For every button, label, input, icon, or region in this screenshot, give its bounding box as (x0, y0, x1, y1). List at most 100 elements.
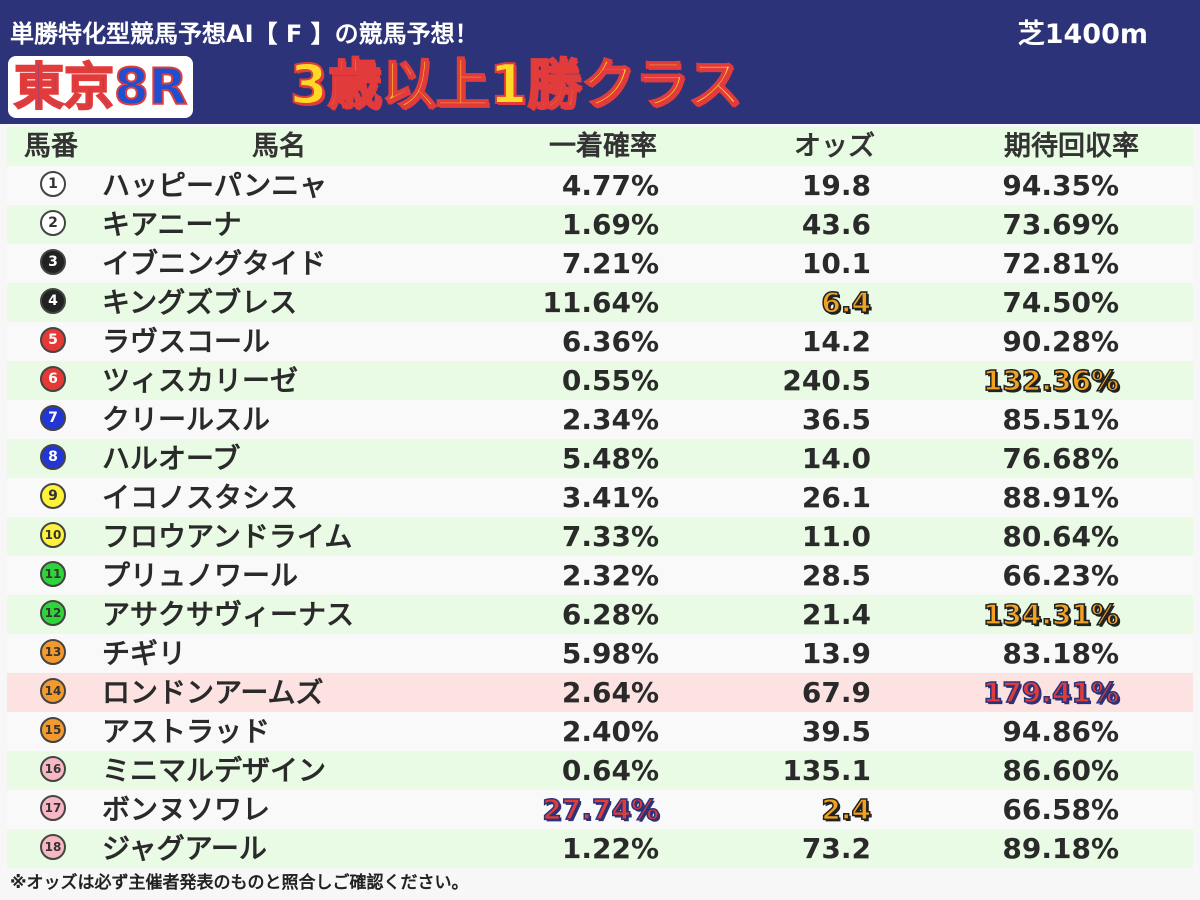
horse-number-badge: 11 (40, 561, 66, 587)
header-horse-name: 馬名 (252, 131, 306, 162)
expected-return: 76.68% (1002, 442, 1119, 475)
win-probability: 5.98% (561, 637, 659, 670)
horse-name: ハルオーブ (102, 442, 241, 475)
win-probability: 11.64% (542, 286, 659, 319)
horse-name: フロウアンドライム (102, 520, 353, 553)
horse-name: アサクサヴィーナス (102, 598, 355, 631)
table-row: 7 クリールスル 2.34% 36.5 85.51% (7, 400, 1193, 439)
odds-value: 10.1 (801, 247, 871, 280)
table-row: 14 ロンドンアームズ 2.64% 67.9 179.41% (7, 673, 1193, 712)
win-probability: 5.48% (561, 442, 659, 475)
expected-return: 132.36% (982, 363, 1120, 398)
table-row: 6 ツィスカリーゼ 0.55% 240.5 132.36% (7, 361, 1193, 400)
table-row: 3 イブニングタイド 7.21% 10.1 72.81% (7, 244, 1193, 283)
win-probability: 6.36% (561, 325, 659, 358)
table-row: 2 キアニーナ 1.69% 43.6 73.69% (7, 205, 1193, 244)
horse-name: チギリ (102, 637, 187, 670)
expected-return: 90.28% (1002, 325, 1119, 358)
win-probability: 2.32% (561, 559, 659, 592)
expected-return: 179.41% (982, 675, 1120, 710)
horse-number-badge: 13 (40, 639, 66, 665)
win-probability: 0.55% (561, 364, 659, 397)
horse-name: アストラッド (102, 715, 271, 748)
course-label: 芝1400m (1017, 19, 1148, 50)
odds-value: 43.6 (801, 208, 871, 241)
win-probability: 1.22% (561, 832, 659, 865)
expected-return: 94.35% (1002, 169, 1119, 202)
odds-value: 39.5 (801, 715, 871, 748)
horse-number-badge: 9 (40, 483, 66, 509)
expected-return: 86.60% (1002, 754, 1119, 787)
horse-number-badge: 18 (40, 834, 66, 860)
table-row: 9 イコノスタシス 3.41% 26.1 88.91% (7, 478, 1193, 517)
horse-number-badge: 10 (40, 522, 66, 548)
win-probability: 2.34% (561, 403, 659, 436)
odds-value: 135.1 (782, 754, 871, 787)
odds-value: 6.4 (821, 285, 872, 320)
win-probability: 2.64% (561, 676, 659, 709)
expected-return: 94.86% (1002, 715, 1119, 748)
expected-return: 83.18% (1002, 637, 1119, 670)
odds-value: 28.5 (801, 559, 871, 592)
table-body: 1 ハッピーパンニャ 4.77% 19.8 94.35% 2 キアニーナ 1.69% 43.6 7… (0, 166, 1200, 868)
expected-return: 134.31% (982, 597, 1120, 632)
horse-name: ミニマルデザイン (102, 754, 327, 787)
odds-value: 2.4 (821, 792, 872, 827)
odds-value: 73.2 (801, 832, 871, 865)
odds-value: 240.5 (782, 364, 871, 397)
win-probability: 2.40% (561, 715, 659, 748)
header-horse-number: 馬番 (24, 131, 78, 162)
horse-name: ジャグアール (102, 832, 267, 865)
table-row: 10 フロウアンドライム 7.33% 11.0 80.64% (7, 517, 1193, 556)
table-row: 15 アストラッド 2.40% 39.5 94.86% (7, 712, 1193, 751)
table-row: 17 ボンヌソワレ 27.74% 2.4 66.58% (7, 790, 1193, 829)
expected-return: 85.51% (1002, 403, 1119, 436)
expected-return: 66.58% (1002, 793, 1119, 826)
horse-name: ロンドンアームズ (102, 676, 324, 709)
win-probability: 7.21% (561, 247, 659, 280)
table-row: 11 プリュノワール 2.32% 28.5 66.23% (7, 556, 1193, 595)
win-probability: 3.41% (561, 481, 659, 514)
horse-name: ボンヌソワレ (102, 793, 271, 826)
expected-return: 72.81% (1002, 247, 1119, 280)
table-row: 18 ジャグアール 1.22% 73.2 89.18% (7, 829, 1193, 868)
horse-number-badge: 1 (40, 171, 66, 197)
horse-number-badge: 3 (40, 249, 66, 275)
horse-number-badge: 5 (40, 327, 66, 353)
table-row: 16 ミニマルデザイン 0.64% 135.1 86.60% (7, 751, 1193, 790)
win-probability: 7.33% (561, 520, 659, 553)
horse-name: ハッピーパンニャ (102, 169, 328, 202)
table-row: 1 ハッピーパンニャ 4.77% 19.8 94.35% (7, 166, 1193, 205)
table-row: 12 アサクサヴィーナス 6.28% 21.4 134.31% (7, 595, 1193, 634)
expected-return: 89.18% (1002, 832, 1119, 865)
expected-return: 74.50% (1002, 286, 1119, 319)
horse-number-badge: 6 (40, 366, 66, 392)
page-title: 単勝特化型競馬予想AI【 F 】の競馬予想！ (10, 20, 479, 48)
horse-name: ツィスカリーゼ (102, 364, 299, 397)
header-bar: 単勝特化型競馬予想AI【 F 】の競馬予想！ 芝1400m 東京8R 3歳以上1… (0, 0, 1200, 124)
header-expected-return: 期待回収率 (1004, 131, 1139, 162)
odds-value: 26.1 (801, 481, 871, 514)
win-probability: 6.28% (561, 598, 659, 631)
table-header-row: 馬番 馬名 一着確率 オッズ 期待回収率 (7, 127, 1193, 166)
win-probability: 1.69% (561, 208, 659, 241)
horse-number-badge: 12 (40, 600, 66, 626)
horse-name: イコノスタシス (102, 481, 299, 514)
race-label: 東京8R (8, 56, 194, 118)
horse-number-badge: 4 (40, 288, 66, 314)
table-row: 4 キングズブレス 11.64% 6.4 74.50% (7, 283, 1193, 322)
table-row: 5 ラヴスコール 6.36% 14.2 90.28% (7, 322, 1193, 361)
prediction-table: 馬番 馬名 一着確率 オッズ 期待回収率 1 ハッピーパンニャ 4.77% 19.8 9… (0, 127, 1200, 868)
expected-return: 73.69% (1002, 208, 1119, 241)
odds-value: 13.9 (801, 637, 871, 670)
odds-value: 36.5 (801, 403, 871, 436)
odds-value: 21.4 (801, 598, 871, 631)
horse-name: ラヴスコール (102, 325, 271, 358)
horse-name: キアニーナ (102, 208, 242, 241)
odds-value: 14.2 (801, 325, 871, 358)
horse-name: クリールスル (102, 403, 271, 436)
horse-number-badge: 17 (40, 795, 66, 821)
footnote: ※オッズは必ず主催者発表のものと照合しご確認ください。 (10, 873, 469, 893)
horse-number-badge: 16 (40, 756, 66, 782)
header-odds: オッズ (794, 131, 875, 162)
